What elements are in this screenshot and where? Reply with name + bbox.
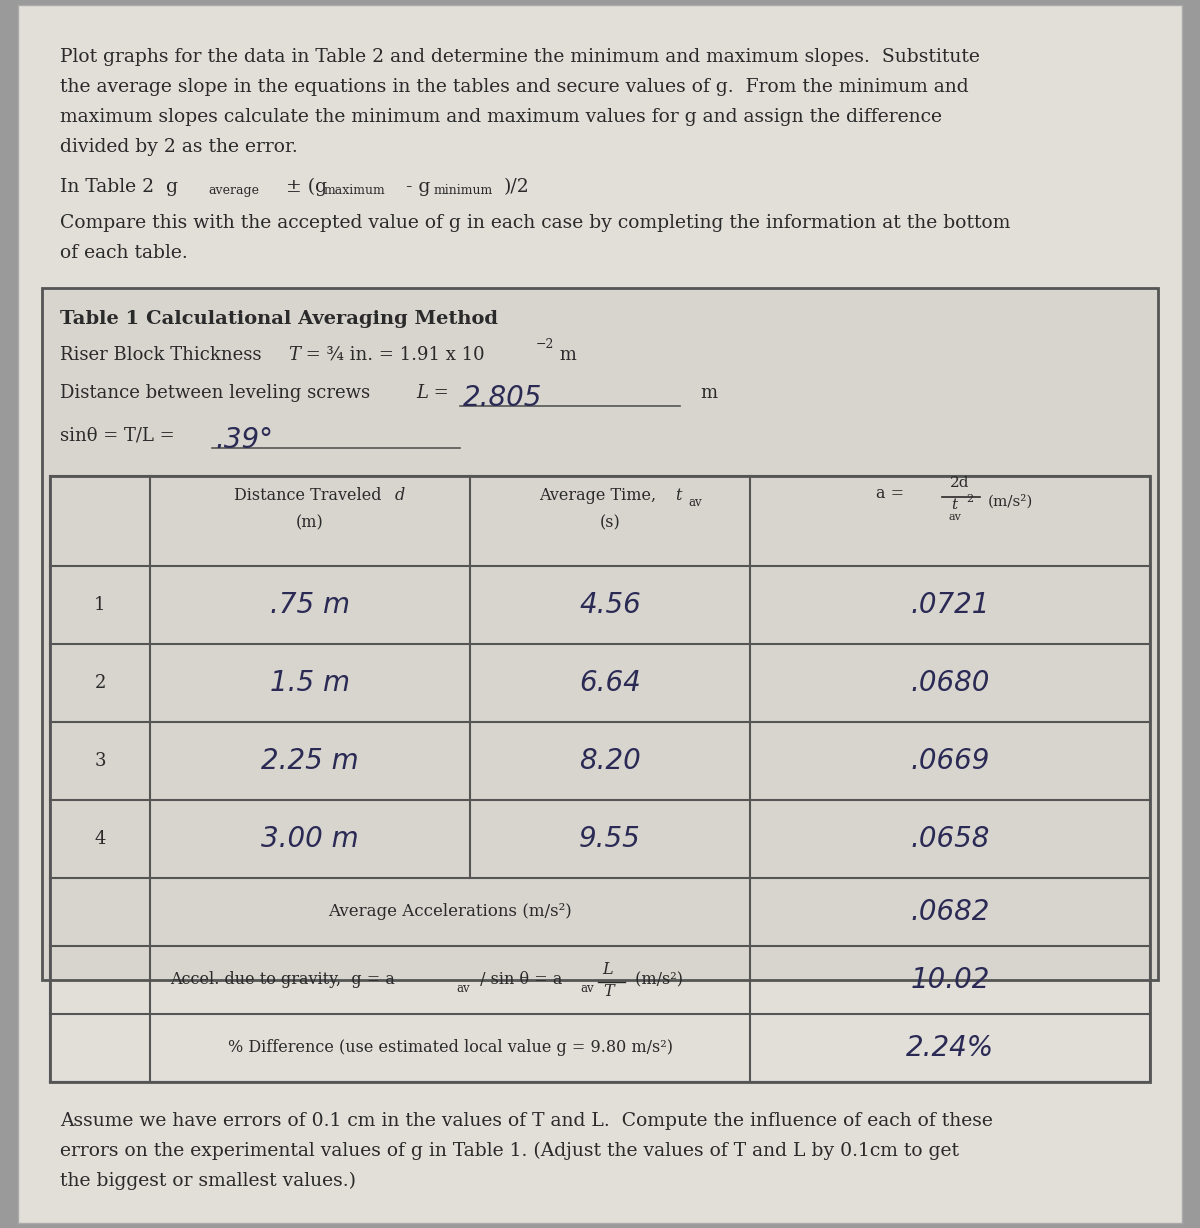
Text: Average Accelerations (m/s²): Average Accelerations (m/s²) (328, 904, 572, 921)
Text: 8.20: 8.20 (580, 747, 641, 775)
Text: T: T (288, 346, 300, 363)
Text: .39°: .39° (215, 426, 274, 454)
Text: In Table 2  g: In Table 2 g (60, 178, 178, 196)
Text: .0658: .0658 (911, 825, 990, 853)
Text: 10.02: 10.02 (911, 966, 990, 993)
Text: 3: 3 (95, 752, 106, 770)
Text: 2: 2 (95, 674, 106, 693)
Text: =: = (428, 384, 461, 402)
Text: 1.5 m: 1.5 m (270, 669, 350, 698)
Text: Plot graphs for the data in Table 2 and determine the minimum and maximum slopes: Plot graphs for the data in Table 2 and … (60, 48, 980, 66)
Text: 9.55: 9.55 (580, 825, 641, 853)
Text: 2.805: 2.805 (463, 384, 542, 413)
Text: 1: 1 (95, 596, 106, 614)
Text: .0682: .0682 (911, 898, 990, 926)
Text: (m): (m) (296, 515, 324, 532)
Text: a =: a = (876, 485, 904, 501)
Text: .0669: .0669 (911, 747, 990, 775)
Text: Accel. due to gravity,  g = a: Accel. due to gravity, g = a (170, 971, 395, 989)
Text: = ¾ in. = 1.91 x 10: = ¾ in. = 1.91 x 10 (300, 346, 485, 363)
Text: minimum: minimum (434, 184, 493, 196)
Text: Assume we have errors of 0.1 cm in the values of T and L.  Compute the influence: Assume we have errors of 0.1 cm in the v… (60, 1113, 992, 1130)
Text: 2.24%: 2.24% (906, 1034, 994, 1062)
Text: −2: −2 (536, 338, 554, 351)
Text: - g: - g (400, 178, 431, 196)
Text: maximum: maximum (324, 184, 385, 196)
Text: 2: 2 (966, 494, 973, 503)
Text: 2.25 m: 2.25 m (262, 747, 359, 775)
Text: 4.56: 4.56 (580, 591, 641, 619)
Text: of each table.: of each table. (60, 244, 187, 262)
Text: .0680: .0680 (911, 669, 990, 698)
Text: m: m (700, 384, 718, 402)
Text: ± (g: ± (g (280, 178, 326, 196)
Text: errors on the experimental values of g in Table 1. (Adjust the values of T and L: errors on the experimental values of g i… (60, 1142, 959, 1160)
Text: 3.00 m: 3.00 m (262, 825, 359, 853)
Text: 4: 4 (95, 830, 106, 849)
Text: % Difference (use estimated local value g = 9.80 m/s²): % Difference (use estimated local value … (228, 1039, 672, 1056)
Text: Riser Block Thickness: Riser Block Thickness (60, 346, 274, 363)
Text: divided by 2 as the error.: divided by 2 as the error. (60, 138, 298, 156)
Text: the biggest or smallest values.): the biggest or smallest values.) (60, 1172, 356, 1190)
Text: t: t (674, 486, 682, 503)
Text: m: m (554, 346, 577, 363)
Text: L: L (602, 962, 613, 979)
Text: Table 1 Calculational Averaging Method: Table 1 Calculational Averaging Method (60, 309, 498, 328)
Text: av: av (456, 981, 469, 995)
Text: )/2: )/2 (504, 178, 529, 196)
Text: av: av (580, 981, 594, 995)
Text: maximum slopes calculate the minimum and maximum values for g and assign the dif: maximum slopes calculate the minimum and… (60, 108, 942, 126)
Text: 2d: 2d (950, 476, 970, 490)
Text: (m/s²): (m/s²) (988, 494, 1033, 508)
Text: sinθ = T/L =: sinθ = T/L = (60, 426, 186, 445)
Text: the average slope in the equations in the tables and secure values of g.  From t: the average slope in the equations in th… (60, 79, 968, 96)
Text: Average Time,: Average Time, (539, 486, 661, 503)
Bar (50, 476, 1150, 1082)
Text: 6.64: 6.64 (580, 669, 641, 698)
Text: t: t (950, 499, 958, 512)
Text: Distance Traveled: Distance Traveled (234, 486, 386, 503)
Text: Compare this with the accepted value of g in each case by completing the informa: Compare this with the accepted value of … (60, 214, 1010, 232)
Text: / sin θ = a: / sin θ = a (475, 971, 563, 989)
Text: T: T (604, 984, 613, 1001)
Text: Distance between leveling screws: Distance between leveling screws (60, 384, 382, 402)
Text: .0721: .0721 (911, 591, 990, 619)
Text: av: av (688, 496, 702, 510)
Text: average: average (208, 184, 259, 196)
Bar (42, 289, 1158, 980)
Text: (m/s²): (m/s²) (630, 971, 683, 989)
Text: d: d (395, 486, 406, 503)
Text: av: av (948, 512, 961, 522)
Text: .75 m: .75 m (270, 591, 350, 619)
Text: L: L (416, 384, 428, 402)
Text: (s): (s) (600, 515, 620, 532)
